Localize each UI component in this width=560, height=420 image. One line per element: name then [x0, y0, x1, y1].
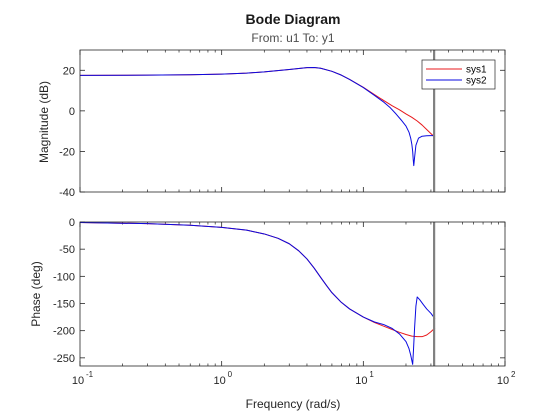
x-tick-label-base: 10 [355, 375, 367, 387]
phase-y-label: Phase (deg) [29, 261, 43, 326]
chart-title: Bode Diagram [246, 11, 341, 27]
x-tick-label: 101 [355, 370, 374, 387]
legend-label-sys1: sys1 [466, 65, 487, 76]
phase-y-tick-label: -250 [53, 353, 75, 365]
magnitude-y-label: Magnitude (dB) [37, 81, 51, 163]
x-axis-label: Frequency (rad/s) [246, 397, 341, 411]
x-tick-label: 102 [497, 370, 516, 387]
phase-y-tick-label: -150 [53, 299, 75, 311]
legend-box [421, 59, 496, 90]
phase-plot-area [80, 222, 505, 366]
magnitude-series-sys2 [80, 66, 435, 167]
phase-y-tick-label: -200 [53, 326, 75, 338]
x-tick-label-base: 10 [214, 375, 226, 387]
magnitude-y-tick-label: -40 [59, 187, 75, 199]
magnitude-axes-box [79, 49, 506, 193]
phase-y-tick-label: -100 [53, 271, 75, 283]
chart-subtitle: From: u1 To: y1 [251, 31, 334, 45]
x-tick-label-exponent: -1 [86, 370, 94, 379]
x-tick-label-exponent: 1 [369, 370, 374, 379]
magnitude-y-tick-label: 0 [69, 106, 75, 118]
x-tick-label: 10-1 [72, 370, 94, 387]
x-tick-label-base: 10 [497, 375, 509, 387]
x-tick-label-base: 10 [72, 375, 84, 387]
phase-axes-box [79, 221, 506, 367]
magnitude-y-tick-label: 20 [63, 65, 75, 77]
magnitude-y-tick-label: -20 [59, 146, 75, 158]
x-tick-label: 100 [214, 370, 233, 387]
phase-y-tick-label: -50 [59, 244, 75, 256]
x-tick-label-exponent: 0 [228, 370, 233, 379]
phase-y-tick-label: 0 [69, 217, 75, 229]
phase-series-sys2 [80, 222, 436, 365]
legend-label-sys2: sys2 [466, 76, 487, 87]
x-tick-label-exponent: 2 [511, 370, 516, 379]
